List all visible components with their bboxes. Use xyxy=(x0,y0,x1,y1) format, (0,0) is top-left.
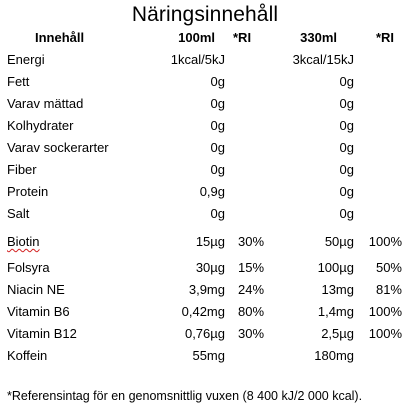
value-per-330ml: 0g xyxy=(339,74,354,89)
value-per-100ml: 0g xyxy=(210,206,225,221)
value-per-330ml: 1,4mg xyxy=(317,304,354,319)
table-title: Näringsinnehåll xyxy=(131,3,279,26)
ri-per-330ml: 100% xyxy=(368,234,402,249)
table-row-energi: Energi 1kcal/5kJ 3kcal/15kJ xyxy=(0,50,410,70)
table-header-row: Innehåll 100ml *RI 330ml *RI xyxy=(0,28,410,48)
value-per-100ml: 15µg xyxy=(195,234,225,249)
ri-per-100ml: 24% xyxy=(238,282,265,297)
value-per-100ml: 0g xyxy=(210,162,225,177)
table-row-vitamin-b12: Vitamin B12 0,76µg 30% 2,5µg 100% xyxy=(0,324,410,344)
header-content: Innehåll xyxy=(35,30,85,45)
table-row-vitamin-b6: Vitamin B6 0,42mg 80% 1,4mg 100% xyxy=(0,302,410,322)
table-row-varav-mattad: Varav mättad 0g 0g xyxy=(0,94,410,114)
header-ri-100ml: *RI xyxy=(233,30,252,45)
value-per-100ml: 0g xyxy=(210,96,225,111)
nutrient-name: Salt xyxy=(7,206,30,221)
value-per-100ml: 0,76µg xyxy=(184,326,225,341)
header-per-330ml: 330ml xyxy=(300,30,337,45)
value-per-330ml: 0g xyxy=(339,162,354,177)
value-per-330ml: 0g xyxy=(339,140,354,155)
nutrient-name: Varav sockerarter xyxy=(7,140,109,155)
value-per-100ml: 55mg xyxy=(192,348,225,363)
table-row-folsyra: Folsyra 30µg 15% 100µg 50% xyxy=(0,258,410,278)
value-per-100ml: 3,9mg xyxy=(188,282,225,297)
nutrient-name: Fiber xyxy=(7,162,37,177)
nutrient-name: Koffein xyxy=(7,348,48,363)
table-row-fett: Fett 0g 0g xyxy=(0,72,410,92)
header-ri-330ml: *RI xyxy=(375,30,394,45)
table-row-kolhydrater: Kolhydrater 0g 0g xyxy=(0,116,410,136)
ri-per-330ml: 50% xyxy=(375,260,402,275)
nutrient-name: Energi xyxy=(7,52,45,67)
value-per-330ml: 50µg xyxy=(324,234,354,249)
ri-per-100ml: 30% xyxy=(238,234,265,249)
nutrient-name: Vitamin B12 xyxy=(7,326,77,341)
table-row-biotin: Biotin 15µg 30% 50µg 100% xyxy=(0,232,410,252)
nutrient-name: Biotin xyxy=(7,234,40,249)
ri-per-330ml: 100% xyxy=(368,304,402,319)
ri-per-100ml: 30% xyxy=(238,326,265,341)
ri-per-330ml: 81% xyxy=(375,282,402,297)
ri-per-100ml: 15% xyxy=(238,260,265,275)
value-per-100ml: 0,9g xyxy=(199,184,225,199)
ri-per-330ml: 100% xyxy=(368,326,402,341)
nutrient-name: Kolhydrater xyxy=(7,118,74,133)
footnote: *Referensintag för en genomsnittlig vuxe… xyxy=(7,389,363,403)
nutrient-name: Vitamin B6 xyxy=(7,304,70,319)
value-per-330ml: 2,5µg xyxy=(321,326,354,341)
value-per-330ml: 0g xyxy=(339,184,354,199)
nutrition-table: Innehåll 100ml *RI 330ml *RI Energi 1kca… xyxy=(0,28,410,368)
value-per-330ml: 0g xyxy=(339,96,354,111)
table-row-niacin-ne: Niacin NE 3,9mg 24% 13mg 81% xyxy=(0,280,410,300)
value-per-330ml: 13mg xyxy=(321,282,354,297)
nutrient-name: Fett xyxy=(7,74,30,89)
value-per-330ml: 100µg xyxy=(317,260,354,275)
table-row-protein: Protein 0,9g 0g xyxy=(0,182,410,202)
nutrient-name: Protein xyxy=(7,184,49,199)
header-per-100ml: 100ml xyxy=(178,30,215,45)
value-per-330ml: 0g xyxy=(339,206,354,221)
value-per-100ml: 0,42mg xyxy=(181,304,225,319)
nutrient-name: Varav mättad xyxy=(7,96,84,111)
value-per-100ml: 1kcal/5kJ xyxy=(170,52,225,67)
value-per-100ml: 0g xyxy=(210,140,225,155)
table-row-salt: Salt 0g 0g xyxy=(0,204,410,224)
nutrient-name: Folsyra xyxy=(7,260,50,275)
table-row-koffein: Koffein 55mg 180mg xyxy=(0,346,410,366)
ri-per-100ml: 80% xyxy=(238,304,265,319)
value-per-330ml: 0g xyxy=(339,118,354,133)
value-per-330ml: 180mg xyxy=(314,348,354,363)
value-per-100ml: 0g xyxy=(210,74,225,89)
value-per-100ml: 30µg xyxy=(195,260,225,275)
value-per-100ml: 0g xyxy=(210,118,225,133)
value-per-330ml: 3kcal/15kJ xyxy=(292,52,354,67)
table-row-fiber: Fiber 0g 0g xyxy=(0,160,410,180)
table-row-varav-sockerarter: Varav sockerarter 0g 0g xyxy=(0,138,410,158)
nutrient-name: Niacin NE xyxy=(7,282,65,297)
